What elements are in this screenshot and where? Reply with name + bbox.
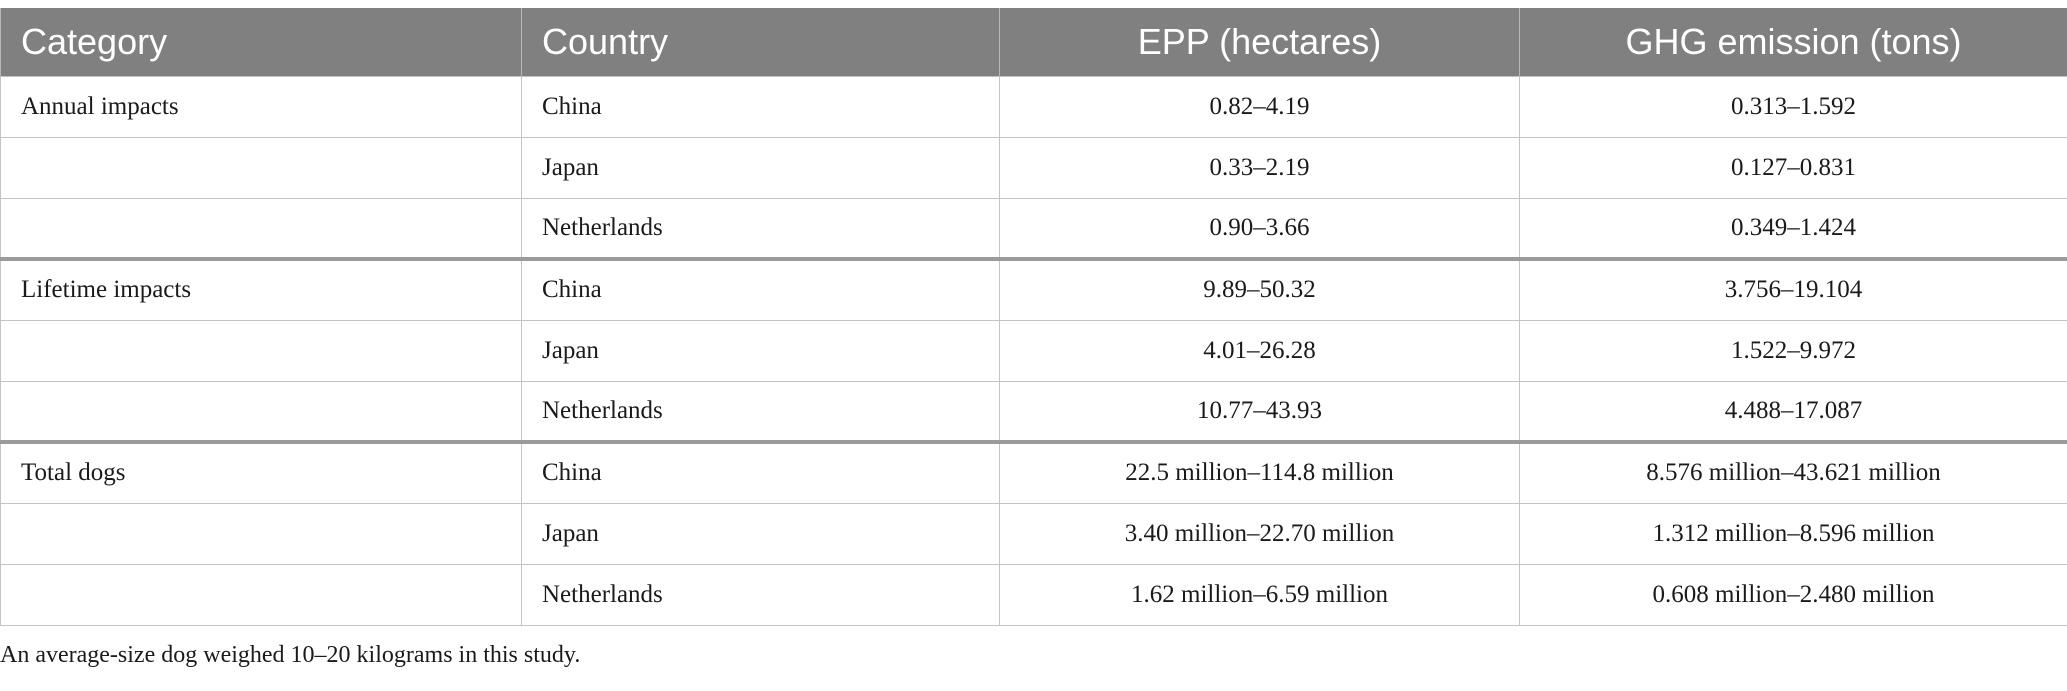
- cell-ghg: 1.522–9.972: [1519, 319, 2067, 382]
- impact-table: Category Country EPP (hectares) GHG emis…: [0, 8, 2067, 626]
- cell-epp: 3.40 million–22.70 million: [999, 502, 1520, 565]
- table-row: Netherlands 0.90–3.66 0.349–1.424: [0, 197, 2067, 260]
- cell-country: Netherlands: [521, 197, 1000, 260]
- data-table-container: Category Country EPP (hectares) GHG emis…: [0, 8, 2067, 626]
- cell-ghg: 4.488–17.087: [1519, 380, 2067, 443]
- cell-country: Japan: [521, 502, 1000, 565]
- cell-country: Japan: [521, 136, 1000, 199]
- cell-country: Netherlands: [521, 380, 1000, 443]
- table-row: Total dogs China 22.5 million–114.8 mill…: [0, 440, 2067, 504]
- cell-ghg: 0.608 million–2.480 million: [1519, 563, 2067, 626]
- header-ghg: GHG emission (tons): [1519, 8, 2067, 76]
- table-header: Category Country EPP (hectares) GHG emis…: [0, 8, 2067, 76]
- cell-epp: 10.77–43.93: [999, 380, 1520, 443]
- table-row: Lifetime impacts China 9.89–50.32 3.756–…: [0, 257, 2067, 321]
- header-row: Category Country EPP (hectares) GHG emis…: [0, 8, 2067, 76]
- header-country: Country: [521, 8, 1000, 76]
- table-row: Japan 0.33–2.19 0.127–0.831: [0, 136, 2067, 199]
- cell-country: China: [521, 257, 1000, 321]
- table-row: Annual impacts China 0.82–4.19 0.313–1.5…: [0, 75, 2067, 138]
- cell-country: Netherlands: [521, 563, 1000, 626]
- cell-ghg: 8.576 million–43.621 million: [1519, 440, 2067, 504]
- table-row: Japan 3.40 million–22.70 million 1.312 m…: [0, 502, 2067, 565]
- cell-epp: 0.33–2.19: [999, 136, 1520, 199]
- cell-country: Japan: [521, 319, 1000, 382]
- cell-epp: 9.89–50.32: [999, 257, 1520, 321]
- cell-ghg: 0.313–1.592: [1519, 75, 2067, 138]
- cell-category: [0, 563, 522, 626]
- cell-country: China: [521, 440, 1000, 504]
- cell-category: [0, 380, 522, 443]
- cell-ghg: 0.127–0.831: [1519, 136, 2067, 199]
- table-row: Netherlands 10.77–43.93 4.488–17.087: [0, 380, 2067, 443]
- cell-epp: 4.01–26.28: [999, 319, 1520, 382]
- cell-category: [0, 502, 522, 565]
- cell-category: Lifetime impacts: [0, 257, 522, 321]
- cell-category: Annual impacts: [0, 75, 522, 138]
- cell-category: Total dogs: [0, 440, 522, 504]
- header-category: Category: [0, 8, 522, 76]
- table-footnote: An average-size dog weighed 10–20 kilogr…: [0, 642, 581, 668]
- table-body: Annual impacts China 0.82–4.19 0.313–1.5…: [0, 75, 2067, 626]
- cell-ghg: 1.312 million–8.596 million: [1519, 502, 2067, 565]
- table-row: Japan 4.01–26.28 1.522–9.972: [0, 319, 2067, 382]
- cell-epp: 22.5 million–114.8 million: [999, 440, 1520, 504]
- cell-category: [0, 319, 522, 382]
- cell-ghg: 0.349–1.424: [1519, 197, 2067, 260]
- table-row: Netherlands 1.62 million–6.59 million 0.…: [0, 563, 2067, 626]
- cell-epp: 1.62 million–6.59 million: [999, 563, 1520, 626]
- cell-epp: 0.82–4.19: [999, 75, 1520, 138]
- cell-country: China: [521, 75, 1000, 138]
- header-epp: EPP (hectares): [999, 8, 1520, 76]
- cell-epp: 0.90–3.66: [999, 197, 1520, 260]
- cell-category: [0, 136, 522, 199]
- cell-category: [0, 197, 522, 260]
- cell-ghg: 3.756–19.104: [1519, 257, 2067, 321]
